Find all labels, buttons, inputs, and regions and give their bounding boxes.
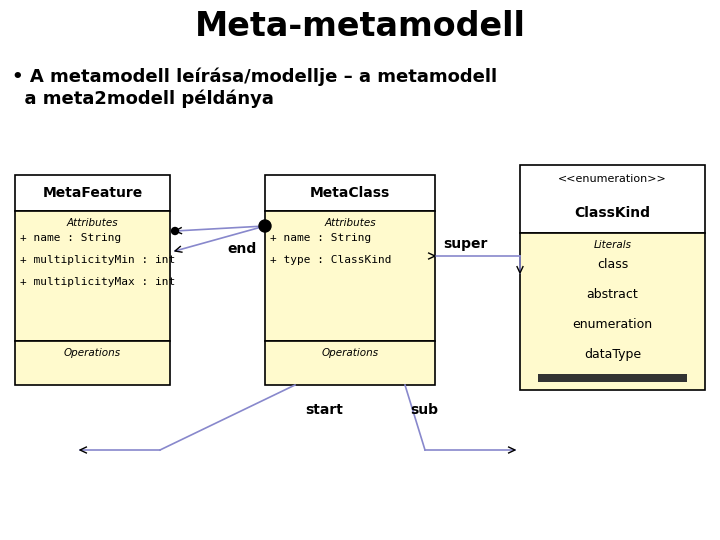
Text: MetaClass: MetaClass: [310, 186, 390, 200]
Bar: [538, 374, 687, 382]
Text: • A metamodell leírása/modellje – a metamodell: • A metamodell leírása/modellje – a meta…: [12, 68, 497, 86]
Bar: [15, 211, 170, 341]
Text: Literals: Literals: [593, 240, 631, 250]
Text: Attributes: Attributes: [324, 218, 376, 228]
Bar: [15, 341, 170, 385]
Bar: [265, 175, 435, 211]
Text: sub: sub: [410, 403, 438, 417]
Text: + name : String: + name : String: [270, 233, 372, 243]
Text: dataType: dataType: [584, 348, 641, 361]
Bar: [520, 165, 705, 233]
Text: a meta2modell példánya: a meta2modell példánya: [12, 90, 274, 109]
Text: Operations: Operations: [321, 348, 379, 358]
Text: super: super: [443, 237, 487, 251]
Text: <<enumeration>>: <<enumeration>>: [558, 174, 667, 184]
Text: Meta-metamodell: Meta-metamodell: [194, 10, 526, 43]
Text: + type : ClassKind: + type : ClassKind: [270, 255, 392, 265]
Text: end: end: [228, 242, 257, 256]
Text: + multiplicityMax : int: + multiplicityMax : int: [20, 277, 175, 287]
Text: start: start: [305, 403, 343, 417]
Text: enumeration: enumeration: [572, 318, 652, 331]
Bar: [265, 211, 435, 341]
Bar: [520, 233, 705, 390]
Circle shape: [259, 220, 271, 232]
Bar: [265, 341, 435, 385]
Text: + name : String: + name : String: [20, 233, 121, 243]
Text: Attributes: Attributes: [67, 218, 118, 228]
Text: Operations: Operations: [64, 348, 121, 358]
Text: abstract: abstract: [587, 288, 639, 301]
Bar: [15, 175, 170, 211]
Text: + multiplicityMin : int: + multiplicityMin : int: [20, 255, 175, 265]
Circle shape: [171, 227, 179, 234]
Text: ClassKind: ClassKind: [575, 206, 650, 220]
Text: class: class: [597, 258, 628, 271]
Text: MetaFeature: MetaFeature: [42, 186, 143, 200]
